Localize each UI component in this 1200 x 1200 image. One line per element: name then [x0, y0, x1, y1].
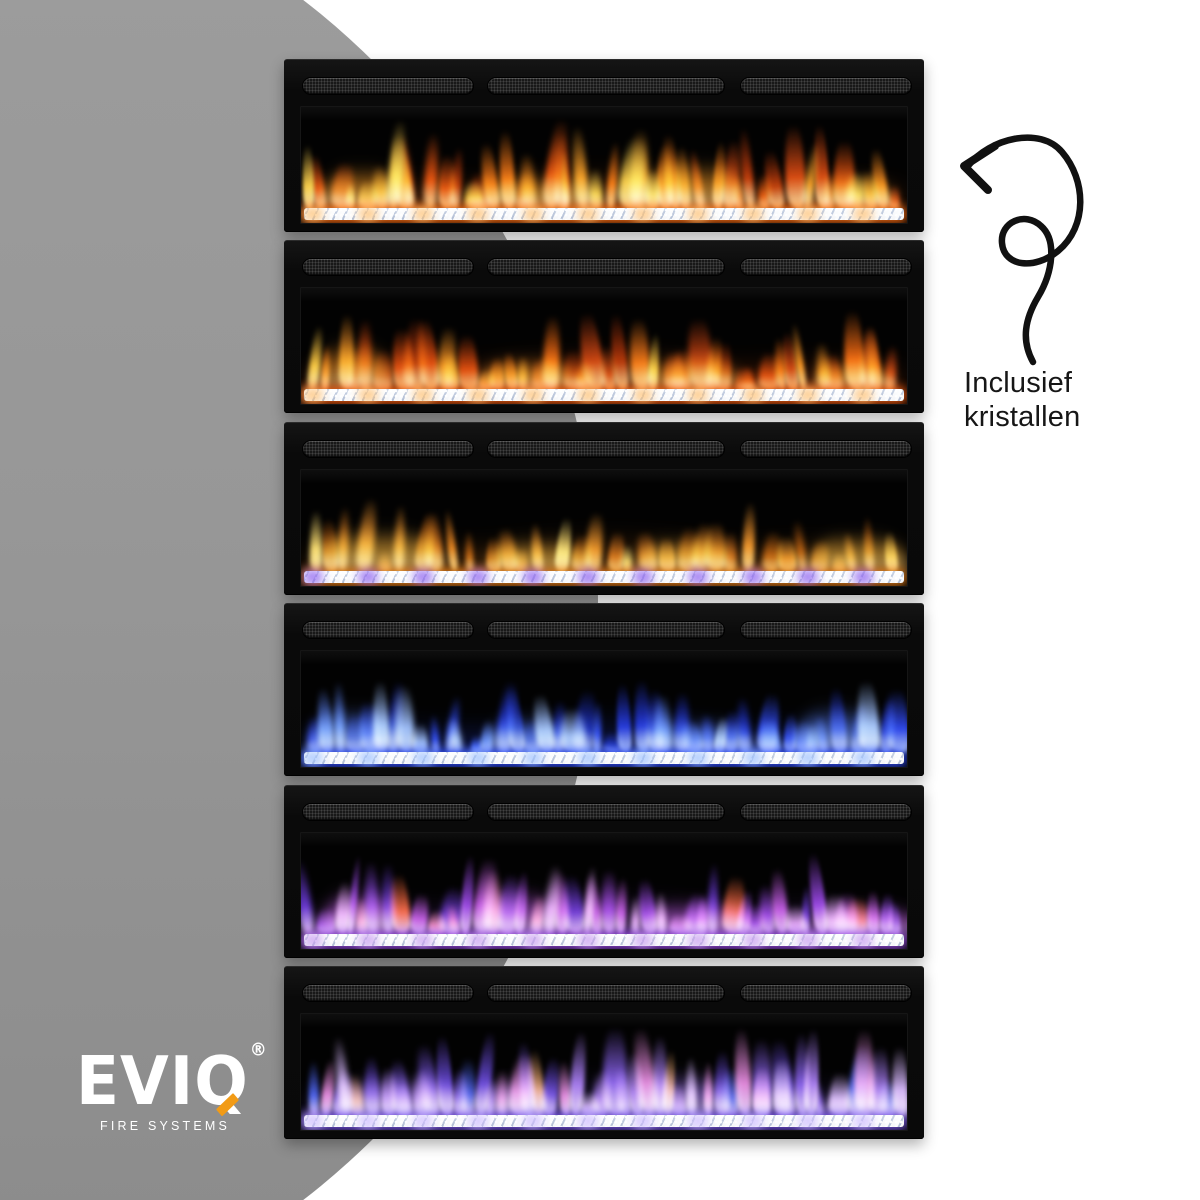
fireplace-variant-purple-orange: [284, 784, 924, 958]
flame: [732, 1021, 753, 1118]
vent-grille: [740, 802, 912, 821]
vent-grille: [302, 258, 474, 277]
flame: [854, 674, 882, 755]
flame: [456, 329, 480, 392]
fireplace-variant-violet-blue-amber: [284, 966, 924, 1139]
flame: [735, 691, 751, 755]
fireplace-glass: [300, 468, 908, 587]
flame: [883, 683, 907, 755]
brand-name: EVIQ: [76, 1042, 249, 1121]
flame: [751, 1032, 774, 1118]
fireplace-glass: [300, 287, 908, 406]
flame: [459, 1053, 476, 1118]
vent-grille: [302, 984, 474, 1002]
brand-logo: EVIQ ® FIRE SYSTEMS: [76, 1041, 267, 1133]
vent-grille: [487, 802, 725, 821]
vent-grille: [740, 77, 912, 95]
flame-layer: [301, 1014, 907, 1130]
flame-layer: [301, 651, 907, 767]
crystal-bed: [304, 208, 904, 220]
flame: [429, 710, 441, 755]
flame: [588, 164, 603, 211]
flame: [653, 688, 673, 755]
vent-grille: [302, 621, 474, 640]
flame: [307, 1055, 319, 1118]
vent-grille: [740, 258, 912, 277]
vent-grille: [487, 258, 725, 277]
flame-layer: [301, 833, 907, 949]
crystal-bed: [304, 389, 904, 402]
flame: [655, 887, 667, 936]
flame: [333, 674, 346, 755]
flame: [706, 856, 720, 936]
vent-grille: [740, 439, 912, 458]
annotation-text: Inclusief kristallen: [964, 366, 1080, 434]
crystal-bed: [304, 570, 904, 583]
flame: [345, 1069, 366, 1118]
fireplace-glass: [300, 831, 908, 950]
vent-grille: [302, 802, 474, 821]
flame: [862, 511, 875, 574]
flame: [584, 506, 606, 574]
flame: [357, 312, 373, 392]
flame: [464, 526, 475, 573]
flame: [887, 182, 901, 211]
crystal-bed: [304, 933, 904, 946]
flame: [891, 1041, 907, 1118]
flame: [301, 853, 315, 937]
fireplace-variant-orange-red: [284, 240, 924, 414]
brand-tagline: FIRE SYSTEMS: [100, 1119, 231, 1133]
annotation-line-1: Inclusief: [964, 367, 1073, 399]
fireplace-variant-orange: [284, 59, 924, 232]
vent-grille: [740, 984, 912, 1002]
vent-grille: [487, 439, 725, 458]
crystal-bed: [304, 1115, 904, 1127]
flame: [700, 709, 714, 755]
vent-grille: [487, 621, 725, 640]
flame: [883, 527, 899, 574]
flame: [309, 504, 323, 573]
flame: [388, 868, 412, 937]
fireplace-variant-amber-purple-crystals: [284, 421, 924, 595]
curved-arrow-icon: [948, 126, 1090, 372]
fireplace-glass: [300, 106, 908, 224]
vent-grille: [302, 439, 474, 458]
vent-grille: [487, 77, 725, 95]
flame: [615, 678, 633, 755]
flame: [887, 898, 901, 936]
brand-wordmark: EVIQ ®: [76, 1041, 267, 1117]
flame: [883, 340, 900, 392]
flame: [867, 886, 880, 936]
flame-layer: [301, 288, 907, 404]
vent-grille: [487, 984, 725, 1002]
flame: [495, 1066, 510, 1118]
registered-trademark-symbol: ®: [249, 1039, 267, 1061]
crystal-bed: [304, 752, 904, 765]
vent-grille: [302, 77, 474, 95]
fireplace-glass: [300, 650, 908, 769]
flame: [448, 141, 466, 211]
flame: [722, 527, 737, 573]
flame: [615, 873, 629, 936]
flame: [741, 495, 758, 574]
flame: [685, 1052, 697, 1118]
annotation-line-2: kristallen: [964, 401, 1081, 433]
vent-grille: [740, 621, 912, 640]
flame-layer: [301, 470, 907, 586]
fireplace-glass: [300, 1013, 908, 1131]
flame-layer: [301, 107, 907, 223]
fireplace-variant-blue: [284, 603, 924, 777]
flame: [363, 1050, 381, 1118]
flame: [703, 1056, 713, 1118]
flame: [411, 721, 429, 755]
flame: [442, 504, 459, 574]
flame: [363, 854, 380, 936]
